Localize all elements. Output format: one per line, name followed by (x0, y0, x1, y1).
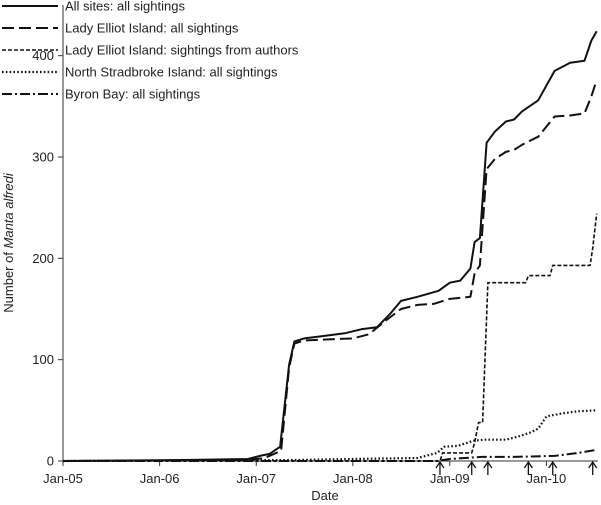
series-line-5 (63, 448, 597, 462)
legend-label: Lady Elliot Island: all sightings (65, 21, 239, 36)
arrow-markers (435, 460, 598, 475)
series-line-3 (63, 213, 598, 462)
series-line-1 (62, 30, 598, 462)
y-tick-label: 100 (32, 352, 54, 367)
y-axis-label-prefix: Number of (1, 248, 16, 312)
y-axis-label: Number of Manta alfredi (1, 172, 16, 313)
x-tick-label: Jan-05 (43, 471, 83, 486)
y-axis-label-species: Manta alfredi (1, 172, 16, 248)
legend: All sites: all sightings Lady Elliot Isla… (2, 0, 299, 102)
legend-label: North Stradbroke Island: all sightings (65, 65, 278, 80)
arrow-marker-head (523, 460, 533, 469)
series-layer (62, 30, 598, 463)
x-tick-label: Jan-10 (527, 471, 567, 486)
series-line-2 (62, 79, 598, 462)
legend-label: All sites: all sightings (65, 0, 185, 14)
arrow-marker-head (548, 460, 558, 469)
y-tick-label: 200 (32, 251, 54, 266)
arrow-marker-head (435, 460, 445, 469)
arrow-marker-head (483, 460, 493, 469)
x-axis-label: Date (311, 488, 338, 503)
legend-label: Byron Bay: all sightings (65, 87, 201, 102)
legend-label: Lady Elliot Island: sightings from autho… (65, 43, 299, 58)
y-tick-label: 0 (47, 454, 54, 469)
series-line-4 (62, 409, 597, 463)
x-tick-label: Jan-06 (140, 471, 180, 486)
x-tick-label: Jan-09 (430, 471, 470, 486)
x-tick-label: Jan-08 (333, 471, 373, 486)
y-tick-label: 300 (32, 150, 54, 165)
y-tick-label: 400 (32, 48, 54, 63)
x-tick-label: Jan-07 (236, 471, 276, 486)
arrow-marker-head (588, 460, 598, 469)
arrow-marker-head (467, 460, 477, 469)
